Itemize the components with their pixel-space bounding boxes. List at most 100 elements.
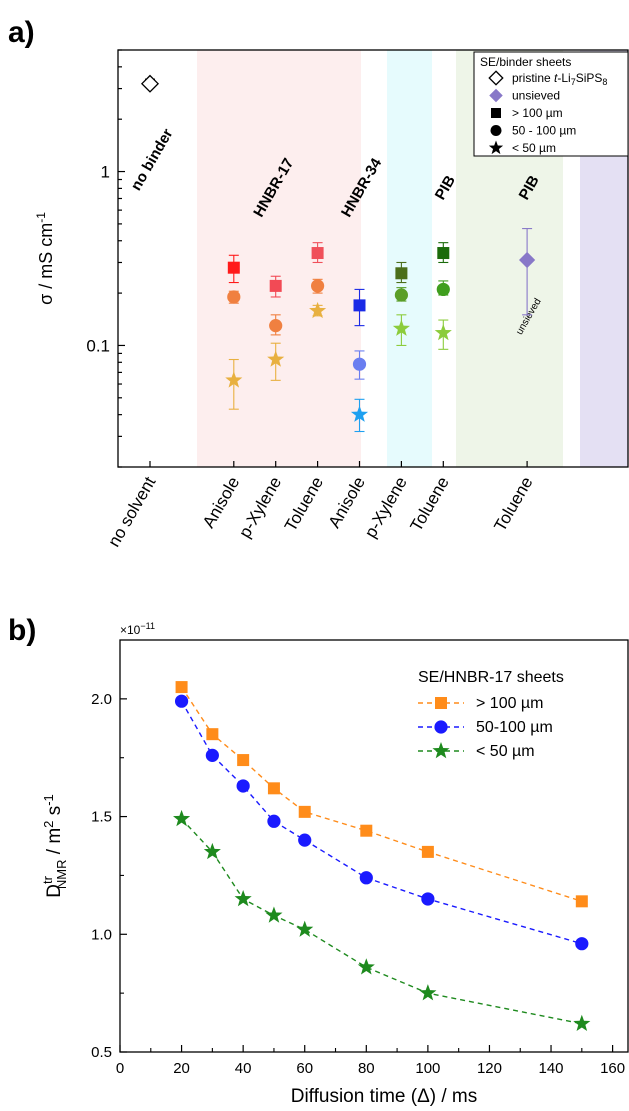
x-tick-label: Toluene bbox=[281, 474, 327, 535]
legend-marker-diamond-open bbox=[488, 70, 504, 86]
legend-label: 50 - 100 µm bbox=[512, 124, 576, 138]
data-point-square bbox=[206, 728, 219, 741]
data-point-star bbox=[309, 301, 327, 319]
panel-b-label: b) bbox=[8, 614, 36, 647]
data-point-star bbox=[419, 984, 437, 1001]
data-point-circle bbox=[174, 694, 189, 708]
data-point-circle bbox=[205, 748, 219, 762]
x-tick-label: 120 bbox=[477, 1060, 502, 1077]
data-point-circle bbox=[236, 779, 250, 793]
data-point-square bbox=[267, 782, 280, 795]
data-point-square bbox=[360, 824, 373, 837]
data-point-square bbox=[175, 681, 188, 694]
x-axis-label: Diffusion time (Δ) / ms bbox=[291, 1086, 478, 1107]
y-axis-label-sup: -1 bbox=[41, 794, 56, 806]
y-tick-label: 1 bbox=[101, 163, 110, 182]
region-hnbr17 bbox=[197, 50, 361, 467]
legend-label: 50-100 µm bbox=[476, 719, 553, 736]
legend-label: > 100 µm bbox=[476, 695, 543, 712]
legend-marker-circle bbox=[490, 125, 502, 136]
y-axis-label-main: D bbox=[44, 884, 65, 898]
y-tick-label: 0.5 bbox=[91, 1044, 112, 1061]
x-tick-label: 80 bbox=[358, 1060, 375, 1077]
data-point-diamond-open bbox=[140, 74, 160, 93]
y-tick-label: 2.0 bbox=[91, 691, 112, 708]
data-point-circle bbox=[227, 290, 241, 304]
data-point-circle bbox=[394, 288, 408, 302]
legend-marker-star bbox=[432, 742, 450, 759]
data-point-circle bbox=[436, 282, 450, 297]
legend-marker-star bbox=[488, 140, 504, 155]
region-hnbr34 bbox=[387, 50, 432, 467]
y-multiplier-exp: −11 bbox=[140, 621, 155, 631]
x-tick-label: 100 bbox=[415, 1060, 440, 1077]
x-tick-label: 140 bbox=[539, 1060, 564, 1077]
legend-label-part: SiPS bbox=[576, 71, 603, 85]
plot-frame bbox=[119, 639, 629, 1053]
data-point-circle bbox=[269, 319, 283, 333]
data-point-circle bbox=[359, 871, 373, 885]
data-point-star bbox=[573, 1014, 591, 1032]
y-multiplier-base: ×10 bbox=[120, 623, 141, 637]
y-tick-label: 1.5 bbox=[91, 809, 112, 826]
legend-box bbox=[473, 51, 629, 157]
y-tick-label: 1.0 bbox=[91, 926, 112, 943]
y-axis-label-sub: NMR bbox=[54, 859, 69, 889]
data-point-square bbox=[298, 805, 311, 818]
data-point-star bbox=[203, 842, 221, 860]
data-point-square bbox=[421, 845, 434, 858]
x-tick-label: Toluene bbox=[490, 474, 536, 535]
legend-marker-diamond bbox=[489, 88, 503, 103]
chart-b: 0 20 40 60 80 100 120 140 160 Diffusion time (Δ) … bbox=[40, 621, 629, 1107]
legend-marker-square bbox=[491, 108, 501, 118]
data-point-star bbox=[173, 809, 191, 827]
y-axis-label-sup: tr bbox=[40, 875, 55, 884]
legend-label-sub: 7 bbox=[571, 77, 576, 87]
data-point-circle bbox=[421, 892, 435, 906]
x-tick-label: 0 bbox=[116, 1060, 124, 1077]
data-point-star bbox=[392, 319, 410, 336]
series-line bbox=[181, 818, 582, 1025]
legend-label: > 100 µm bbox=[512, 106, 563, 120]
data-point-circle bbox=[298, 833, 312, 847]
data-point-circle bbox=[311, 279, 325, 293]
x-tick-label: Anisole bbox=[199, 474, 243, 532]
data-point-circle bbox=[575, 937, 589, 951]
region-label: no binder bbox=[128, 126, 177, 194]
y-axis-label: DtrNMR / m2 s-1 bbox=[40, 794, 69, 898]
y-axis-label: σ / mS cm-1 bbox=[34, 212, 56, 305]
data-point-square bbox=[575, 895, 588, 908]
legend-title: SE/binder sheets bbox=[480, 55, 571, 69]
data-point-square bbox=[237, 754, 250, 767]
legend-title: SE/HNBR-17 sheets bbox=[418, 669, 564, 686]
data-point-star bbox=[234, 889, 252, 907]
legend-label: < 50 µm bbox=[476, 743, 535, 760]
series-line bbox=[180, 686, 583, 902]
y-axis-label-sup: -1 bbox=[34, 212, 48, 223]
legend-label-sub: 8 bbox=[602, 77, 607, 87]
y-multiplier: ×10−11 bbox=[120, 621, 155, 637]
data-point-star bbox=[267, 350, 285, 367]
x-tick-label: Toluene bbox=[407, 474, 453, 535]
plot-frame bbox=[117, 49, 629, 468]
legend-label-part: pristine bbox=[512, 71, 554, 85]
x-tick-label: 40 bbox=[235, 1060, 252, 1077]
data-point-diamond bbox=[519, 251, 536, 269]
x-tick-label: no solvent bbox=[104, 473, 159, 550]
y-axis-label-main: / m bbox=[44, 828, 65, 860]
data-point-square bbox=[353, 299, 366, 312]
data-point-square bbox=[227, 261, 240, 274]
legend-label-part: t bbox=[554, 71, 558, 85]
data-point-square bbox=[311, 247, 324, 260]
legend-label: < 50 µm bbox=[512, 141, 556, 155]
series-line bbox=[180, 700, 583, 945]
panel-a-label: a) bbox=[8, 16, 35, 49]
data-point-star bbox=[296, 920, 314, 937]
y-tick-label: 0.1 bbox=[86, 336, 110, 355]
y-axis-label-main: s bbox=[44, 806, 65, 821]
data-point-star bbox=[225, 371, 243, 388]
chart-a: 0.11σ / mS cm-1no solvent Anisolep-Xylene… bbox=[34, 49, 629, 550]
data-point-star bbox=[265, 906, 283, 923]
data-point-circle bbox=[267, 814, 281, 828]
data-point-square bbox=[395, 267, 408, 280]
